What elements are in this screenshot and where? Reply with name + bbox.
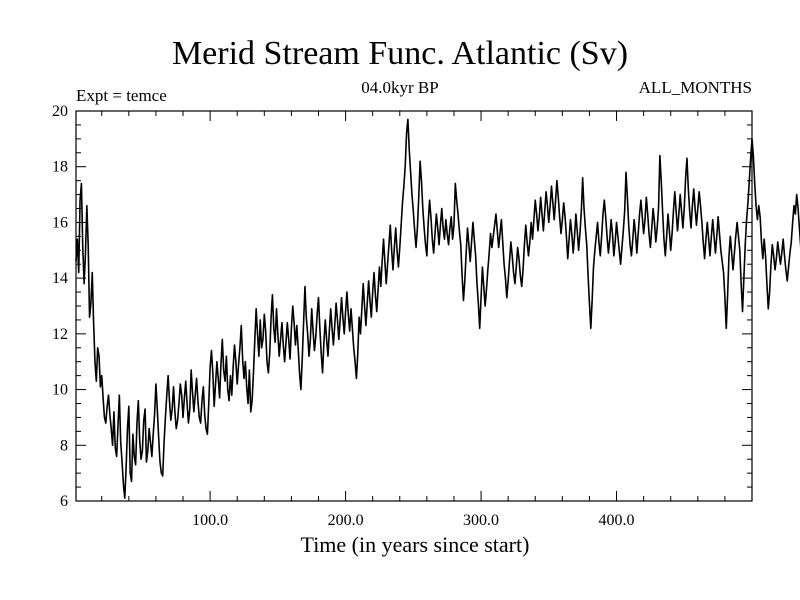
x-tick-label: 200.0 (328, 512, 364, 529)
y-tick-label: 16 (52, 214, 68, 231)
chart-subtitle: 04.0kyr BP (361, 78, 439, 97)
x-tick-label: 100.0 (192, 512, 228, 529)
y-axis-labels: 6 8 10 12 14 16 18 20 (52, 103, 68, 510)
y-tick-label: 20 (52, 103, 68, 120)
x-axis-title: Time (in years since start) (300, 532, 530, 557)
plot-frame (75, 110, 753, 502)
x-tick-label: 300.0 (463, 512, 499, 529)
y-tick-label: 12 (52, 326, 68, 343)
y-tick-label: 6 (60, 493, 68, 510)
period-label: ALL_MONTHS (638, 78, 752, 97)
axis-ticks (76, 110, 752, 502)
chart-title: Merid Stream Func. Atlantic (Sv) (171, 35, 629, 72)
x-tick-label: 400.0 (599, 512, 635, 529)
y-tick-label: 10 (52, 382, 68, 399)
y-tick-label: 8 (60, 437, 68, 454)
y-tick-label: 18 (52, 159, 68, 176)
x-axis-labels: 100.0 200.0 300.0 400.0 (192, 512, 634, 529)
series-line (75, 118, 800, 500)
experiment-label: Expt = temce (76, 86, 167, 105)
y-tick-label: 14 (52, 270, 68, 287)
